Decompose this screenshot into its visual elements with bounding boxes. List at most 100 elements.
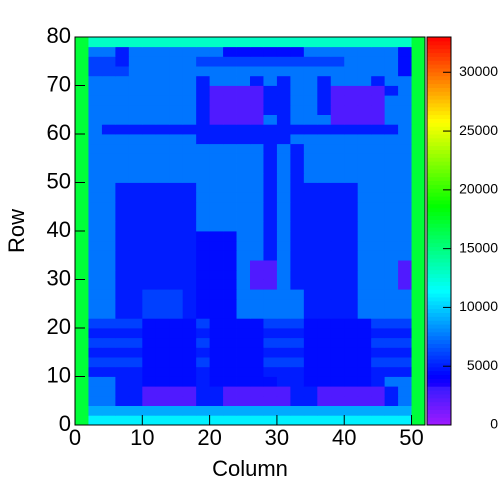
heatmap-cell [142, 328, 157, 339]
heatmap-cell [317, 95, 332, 106]
heatmap-cell [182, 231, 197, 242]
heatmap-cell [276, 405, 291, 416]
heatmap-cell [169, 298, 184, 309]
heatmap-cell [142, 37, 157, 48]
heatmap-cell [182, 240, 197, 251]
colorbar-frame [426, 36, 452, 426]
heatmap-cell [411, 85, 426, 96]
heatmap-cell [128, 104, 143, 115]
heatmap-cell [263, 75, 278, 86]
heatmap-cell [317, 366, 332, 377]
colorbar-step [427, 227, 451, 232]
heatmap-cell [128, 172, 143, 183]
heatmap-cell [290, 405, 305, 416]
heatmap-cell [290, 231, 305, 242]
colorbar-step [427, 48, 451, 54]
heatmap-cell [303, 376, 318, 387]
heatmap-cell [317, 318, 332, 329]
heatmap-cell [155, 376, 170, 387]
heatmap-cell [236, 337, 251, 348]
heatmap-cell [371, 66, 386, 77]
heatmap-cell [290, 395, 305, 406]
heatmap-cell [88, 279, 103, 290]
heatmap-cell [88, 405, 103, 416]
heatmap-cell [357, 250, 372, 261]
heatmap-cell [357, 124, 372, 135]
heatmap-cell [303, 153, 318, 164]
heatmap-cell [384, 56, 399, 67]
heatmap-cell [357, 56, 372, 67]
heatmap-cell [115, 172, 130, 183]
heatmap-cell [411, 211, 426, 222]
heatmap-cell [384, 279, 399, 290]
heatmap-cell [384, 153, 399, 164]
colorbar-step [427, 157, 451, 162]
heatmap-cell [398, 376, 412, 387]
heatmap-cell [357, 114, 372, 125]
heatmap-cell [344, 337, 359, 348]
heatmap-cell [344, 192, 359, 203]
colorbar-step [427, 196, 451, 201]
heatmap-cell [303, 85, 318, 96]
heatmap-cell [344, 231, 359, 242]
heatmap-cell [196, 114, 211, 125]
y-tick-label: 50 [47, 168, 71, 193]
heatmap-cell [276, 163, 291, 174]
heatmap-cell [357, 298, 372, 309]
heatmap-cell [330, 260, 345, 271]
heatmap-cell [223, 231, 237, 242]
colorbar-step [427, 219, 451, 224]
heatmap-cell [317, 298, 332, 309]
heatmap-cell [101, 85, 116, 96]
heatmap-cell [411, 240, 426, 251]
heatmap-cell [384, 192, 399, 203]
heatmap-cell [317, 376, 332, 387]
heatmap-cell [263, 163, 278, 174]
colorbar-step [427, 250, 451, 255]
heatmap-cell [344, 260, 359, 271]
heatmap-cell [169, 318, 184, 329]
heatmap-cell [196, 395, 211, 406]
heatmap-cell [344, 366, 359, 377]
heatmap-cell [384, 231, 399, 242]
heatmap-cell [236, 143, 251, 154]
heatmap-cell [276, 172, 291, 183]
heatmap-cell [75, 415, 89, 426]
heatmap-cell [155, 231, 170, 242]
heatmap-cell [196, 328, 211, 339]
heatmap-cell [357, 163, 372, 174]
heatmap-cell [196, 46, 211, 57]
heatmap-cell [128, 240, 143, 251]
heatmap-cell [75, 376, 89, 387]
heatmap-cell [290, 66, 305, 77]
heatmap-cell [88, 231, 103, 242]
heatmap-cell [263, 172, 278, 183]
heatmap-cell [169, 357, 184, 368]
x-tick-label: 30 [265, 425, 289, 450]
heatmap-cell [101, 192, 116, 203]
heatmap-cell [209, 182, 224, 193]
heatmap-cell [75, 366, 89, 377]
heatmap-cell [263, 328, 278, 339]
heatmap-cell [223, 405, 237, 416]
heatmap-cell [128, 134, 143, 145]
heatmap-cell [209, 405, 224, 416]
heatmap-cell [196, 231, 211, 242]
heatmap-cell [344, 240, 359, 251]
heatmap-cell [303, 211, 318, 222]
heatmap-cell [276, 182, 291, 193]
colorbar-step [427, 324, 451, 329]
heatmap-cell [209, 357, 224, 368]
heatmap-cell [196, 366, 211, 377]
heatmap-cell [398, 104, 412, 115]
heatmap-cell [88, 415, 103, 426]
heatmap-cell [236, 231, 251, 242]
y-tick-label: 40 [47, 217, 71, 242]
heatmap-cell [75, 279, 89, 290]
heatmap-cell [384, 37, 399, 48]
heatmap-cell [330, 56, 345, 67]
colorbar-tick-label: 5000 [467, 357, 498, 373]
colorbar-step [427, 215, 451, 220]
heatmap-cell [371, 298, 386, 309]
